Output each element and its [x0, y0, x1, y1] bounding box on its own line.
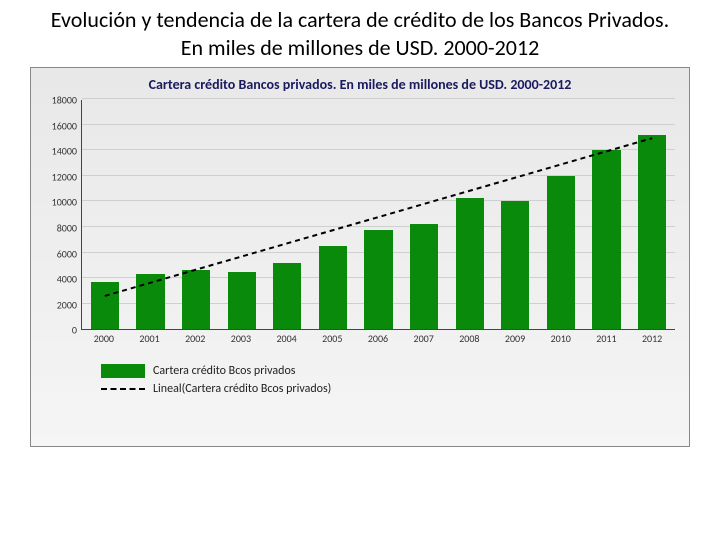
legend: Cartera crédito Bcos privados Lineal(Cart…	[41, 358, 679, 402]
bar-slot	[219, 100, 265, 329]
plot-area	[81, 100, 675, 330]
x-axis-labels: 2000200120022003200420052006200720082009…	[81, 330, 675, 348]
x-tick-label: 2000	[81, 330, 127, 348]
legend-swatch-bar	[101, 364, 145, 378]
legend-label: Lineal(Cartera crédito Bcos privados)	[153, 382, 331, 396]
bar	[592, 150, 620, 329]
bar-slot	[584, 100, 630, 329]
bar	[364, 230, 392, 330]
y-tick-label: 6000	[41, 247, 77, 260]
bar-slot	[310, 100, 356, 329]
legend-label: Cartera crédito Bcos privados	[153, 364, 295, 378]
bar	[273, 263, 301, 329]
bar-slot	[401, 100, 447, 329]
x-tick-label: 2003	[218, 330, 264, 348]
bar-slot	[173, 100, 219, 329]
x-tick-label: 2001	[127, 330, 173, 348]
y-tick-label: 18000	[41, 94, 77, 107]
legend-item: Cartera crédito Bcos privados	[101, 364, 671, 378]
y-tick-label: 0	[41, 324, 77, 337]
bar-slot	[82, 100, 128, 329]
page-title: Evolución y tendencia de la cartera de c…	[30, 6, 690, 61]
bar-slot	[492, 100, 538, 329]
chart-panel: Cartera crédito Bancos privados. En mile…	[30, 67, 690, 447]
y-tick-label: 8000	[41, 221, 77, 234]
x-tick-label: 2004	[264, 330, 310, 348]
bar	[91, 282, 119, 329]
y-tick-label: 12000	[41, 170, 77, 183]
bar	[319, 246, 347, 329]
grid-line	[82, 98, 675, 99]
plot-area-wrap: 0200040006000800010000120001400016000180…	[41, 100, 679, 348]
x-tick-label: 2002	[172, 330, 218, 348]
y-tick-label: 16000	[41, 119, 77, 132]
x-tick-label: 2005	[309, 330, 355, 348]
bar-slot	[629, 100, 675, 329]
slide: Evolución y tendencia de la cartera de c…	[0, 0, 720, 540]
y-tick-label: 14000	[41, 145, 77, 158]
y-tick-label: 10000	[41, 196, 77, 209]
bar-slot	[264, 100, 310, 329]
bar-slot	[356, 100, 402, 329]
x-tick-label: 2006	[355, 330, 401, 348]
x-tick-label: 2012	[629, 330, 675, 348]
bar	[410, 224, 438, 329]
bar	[228, 272, 256, 330]
bar	[136, 274, 164, 329]
bar	[638, 135, 666, 329]
bar	[501, 201, 529, 329]
x-tick-label: 2010	[538, 330, 584, 348]
chart-title: Cartera crédito Bancos privados. En mile…	[41, 76, 679, 94]
legend-swatch-dash	[101, 388, 145, 390]
bars-container	[82, 100, 675, 329]
bar-slot	[128, 100, 174, 329]
legend-item: Lineal(Cartera crédito Bcos privados)	[101, 382, 671, 396]
y-tick-label: 2000	[41, 298, 77, 311]
bar-slot	[538, 100, 584, 329]
bar	[547, 176, 575, 329]
y-tick-label: 4000	[41, 273, 77, 286]
x-tick-label: 2009	[492, 330, 538, 348]
bar	[456, 198, 484, 330]
bar	[182, 270, 210, 329]
y-axis: 0200040006000800010000120001400016000180…	[41, 100, 81, 330]
bar-slot	[447, 100, 493, 329]
x-tick-label: 2011	[584, 330, 630, 348]
x-tick-label: 2007	[401, 330, 447, 348]
x-tick-label: 2008	[447, 330, 493, 348]
